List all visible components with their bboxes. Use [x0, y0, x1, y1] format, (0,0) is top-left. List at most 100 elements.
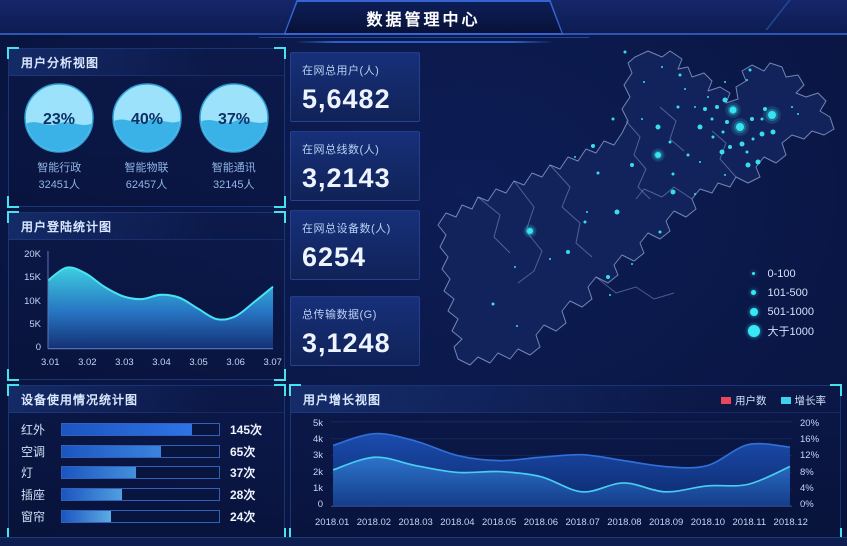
map-legend: 0-100 101-500 501-1000 大于1000: [746, 264, 815, 340]
axis-tick: 2018.05: [482, 517, 517, 528]
axis-tick: 5k: [312, 418, 323, 429]
map-point: [710, 117, 714, 121]
map-point: [631, 263, 633, 265]
legend-dot-icon: [751, 290, 756, 295]
panel-title: 设备使用情况统计图: [9, 386, 284, 413]
axis-tick: 3.01: [41, 357, 60, 368]
stat-value: 3,1248: [302, 328, 391, 358]
stat-card-total-lines: 在网总线数(人) 3,2143: [290, 131, 420, 201]
axis-tick: 2018.07: [565, 517, 600, 528]
axis-tick: 3.06: [226, 357, 245, 368]
liquid-gauge-0: 23% 智能行政 32451人: [22, 81, 96, 193]
map-point: [750, 117, 754, 121]
stat-card-total-data: 总传输数据(G) 3,1248: [290, 296, 420, 366]
axis-tick: 2018.04: [440, 517, 475, 528]
map-legend-label: 大于1000: [767, 325, 814, 338]
map-point: [724, 174, 726, 176]
corner-bracket: [274, 384, 286, 396]
panel-user-analysis: 用户分析视图 23% 智能行政 32451人 40% 智能物联 62457人 37% 智能通讯…: [7, 47, 286, 208]
map-point: [655, 152, 661, 158]
growth-x-axis: 2018.01 2018.02 2018.03 2018.04 2018.05 2018.…: [315, 517, 808, 530]
map-point: [583, 220, 587, 224]
stat-label: 在网总设备数(人): [302, 223, 391, 235]
map-legend-item: 101-500: [746, 283, 815, 302]
map-point: [739, 141, 745, 147]
bar-label: 空调: [21, 444, 46, 459]
axis-tick: 3.02: [78, 357, 97, 368]
axis-tick: 0%: [800, 498, 814, 510]
panel-title: 用户分析视图: [9, 49, 284, 76]
map-point: [719, 149, 725, 155]
map-point: [643, 81, 645, 83]
gauge-percent: 40%: [130, 111, 162, 128]
corner-bracket: [289, 384, 301, 396]
map-point: [606, 275, 610, 279]
map-point: [516, 325, 518, 327]
axis-tick: 0: [35, 342, 41, 353]
header-deco-line: [258, 37, 589, 38]
bar-track: [61, 444, 220, 458]
map-point: [722, 97, 728, 103]
bar-row: 窗帘 24次: [21, 508, 274, 525]
axis-tick: 3.07: [263, 357, 282, 368]
legend-item-用户数[interactable]: 用户数: [721, 393, 767, 408]
bar-fill: [62, 489, 122, 501]
axis-tick: 1k: [312, 482, 323, 494]
map-point: [763, 107, 767, 111]
axis-tick: 0: [317, 498, 323, 510]
corner-bracket: [274, 196, 286, 208]
map-point: [591, 144, 595, 148]
map-point: [745, 150, 749, 154]
axis-tick: 4k: [312, 434, 323, 446]
map-point: [630, 163, 634, 167]
bar-fill: [62, 511, 111, 523]
map-point: [791, 106, 793, 108]
bar-fill: [62, 423, 193, 435]
footer-strip: [0, 537, 847, 546]
gauge-label: 智能通讯 32145人: [211, 162, 256, 191]
bar-fill: [62, 467, 136, 479]
header-title-plate: 数据管理中心: [284, 0, 564, 35]
login-chart-y-axis: 0 5K 10K 15K 20K: [13, 249, 41, 353]
bar-row: 插座 28次: [21, 486, 274, 503]
axis-tick: 2018.06: [523, 517, 559, 528]
map-point: [686, 153, 690, 157]
map-point: [736, 123, 744, 131]
map-point: [715, 105, 719, 109]
bar-track: [61, 488, 220, 502]
panel-login-stats: 用户登陆统计图 0 5K 10K 15K 20K 3.01 3.02 3.03 3.04 3.0…: [7, 211, 286, 381]
corner-bracket: [7, 369, 19, 381]
bar-row: 红外 145次: [21, 421, 274, 438]
stat-card-total-devices: 在网总设备数(人) 6254: [290, 210, 420, 280]
liquid-gauge-2: 37% 智能通讯 32145人: [197, 81, 271, 193]
bar-row: 灯 37次: [21, 464, 274, 481]
corner-bracket: [7, 211, 19, 223]
map-point: [586, 211, 588, 213]
gauge-label: 智能行政 32451人: [37, 162, 82, 191]
map-point: [684, 88, 686, 90]
map-point: [711, 135, 715, 139]
map-point: [748, 68, 752, 72]
map-legend-item: 大于1000: [746, 321, 815, 340]
map-point: [623, 50, 627, 54]
page-title: 数据管理中心: [366, 11, 481, 29]
bar-track: [61, 510, 220, 524]
login-chart-x-axis: 3.01 3.02 3.03 3.04 3.05 3.06 3.07: [41, 357, 282, 369]
bar-label: 灯: [21, 466, 34, 481]
map-point: [703, 107, 707, 111]
map-point: [661, 66, 663, 68]
bar-label: 窗帘: [21, 510, 46, 525]
map-point: [699, 161, 701, 163]
map-point: [694, 193, 696, 195]
axis-tick: 5K: [29, 318, 41, 330]
legend-item-增长率[interactable]: 增长率: [780, 393, 826, 408]
axis-tick: 3k: [312, 450, 323, 462]
map-point: [760, 117, 764, 121]
map-legend-label: 0-100: [767, 267, 796, 280]
axis-tick: 12%: [800, 450, 820, 462]
map-point: [729, 106, 737, 114]
map-point: [746, 79, 748, 81]
growth-chart-legend: 用户数 增长率: [721, 393, 826, 408]
map-point: [614, 209, 620, 215]
stat-label: 在网总用户(人): [302, 65, 380, 77]
